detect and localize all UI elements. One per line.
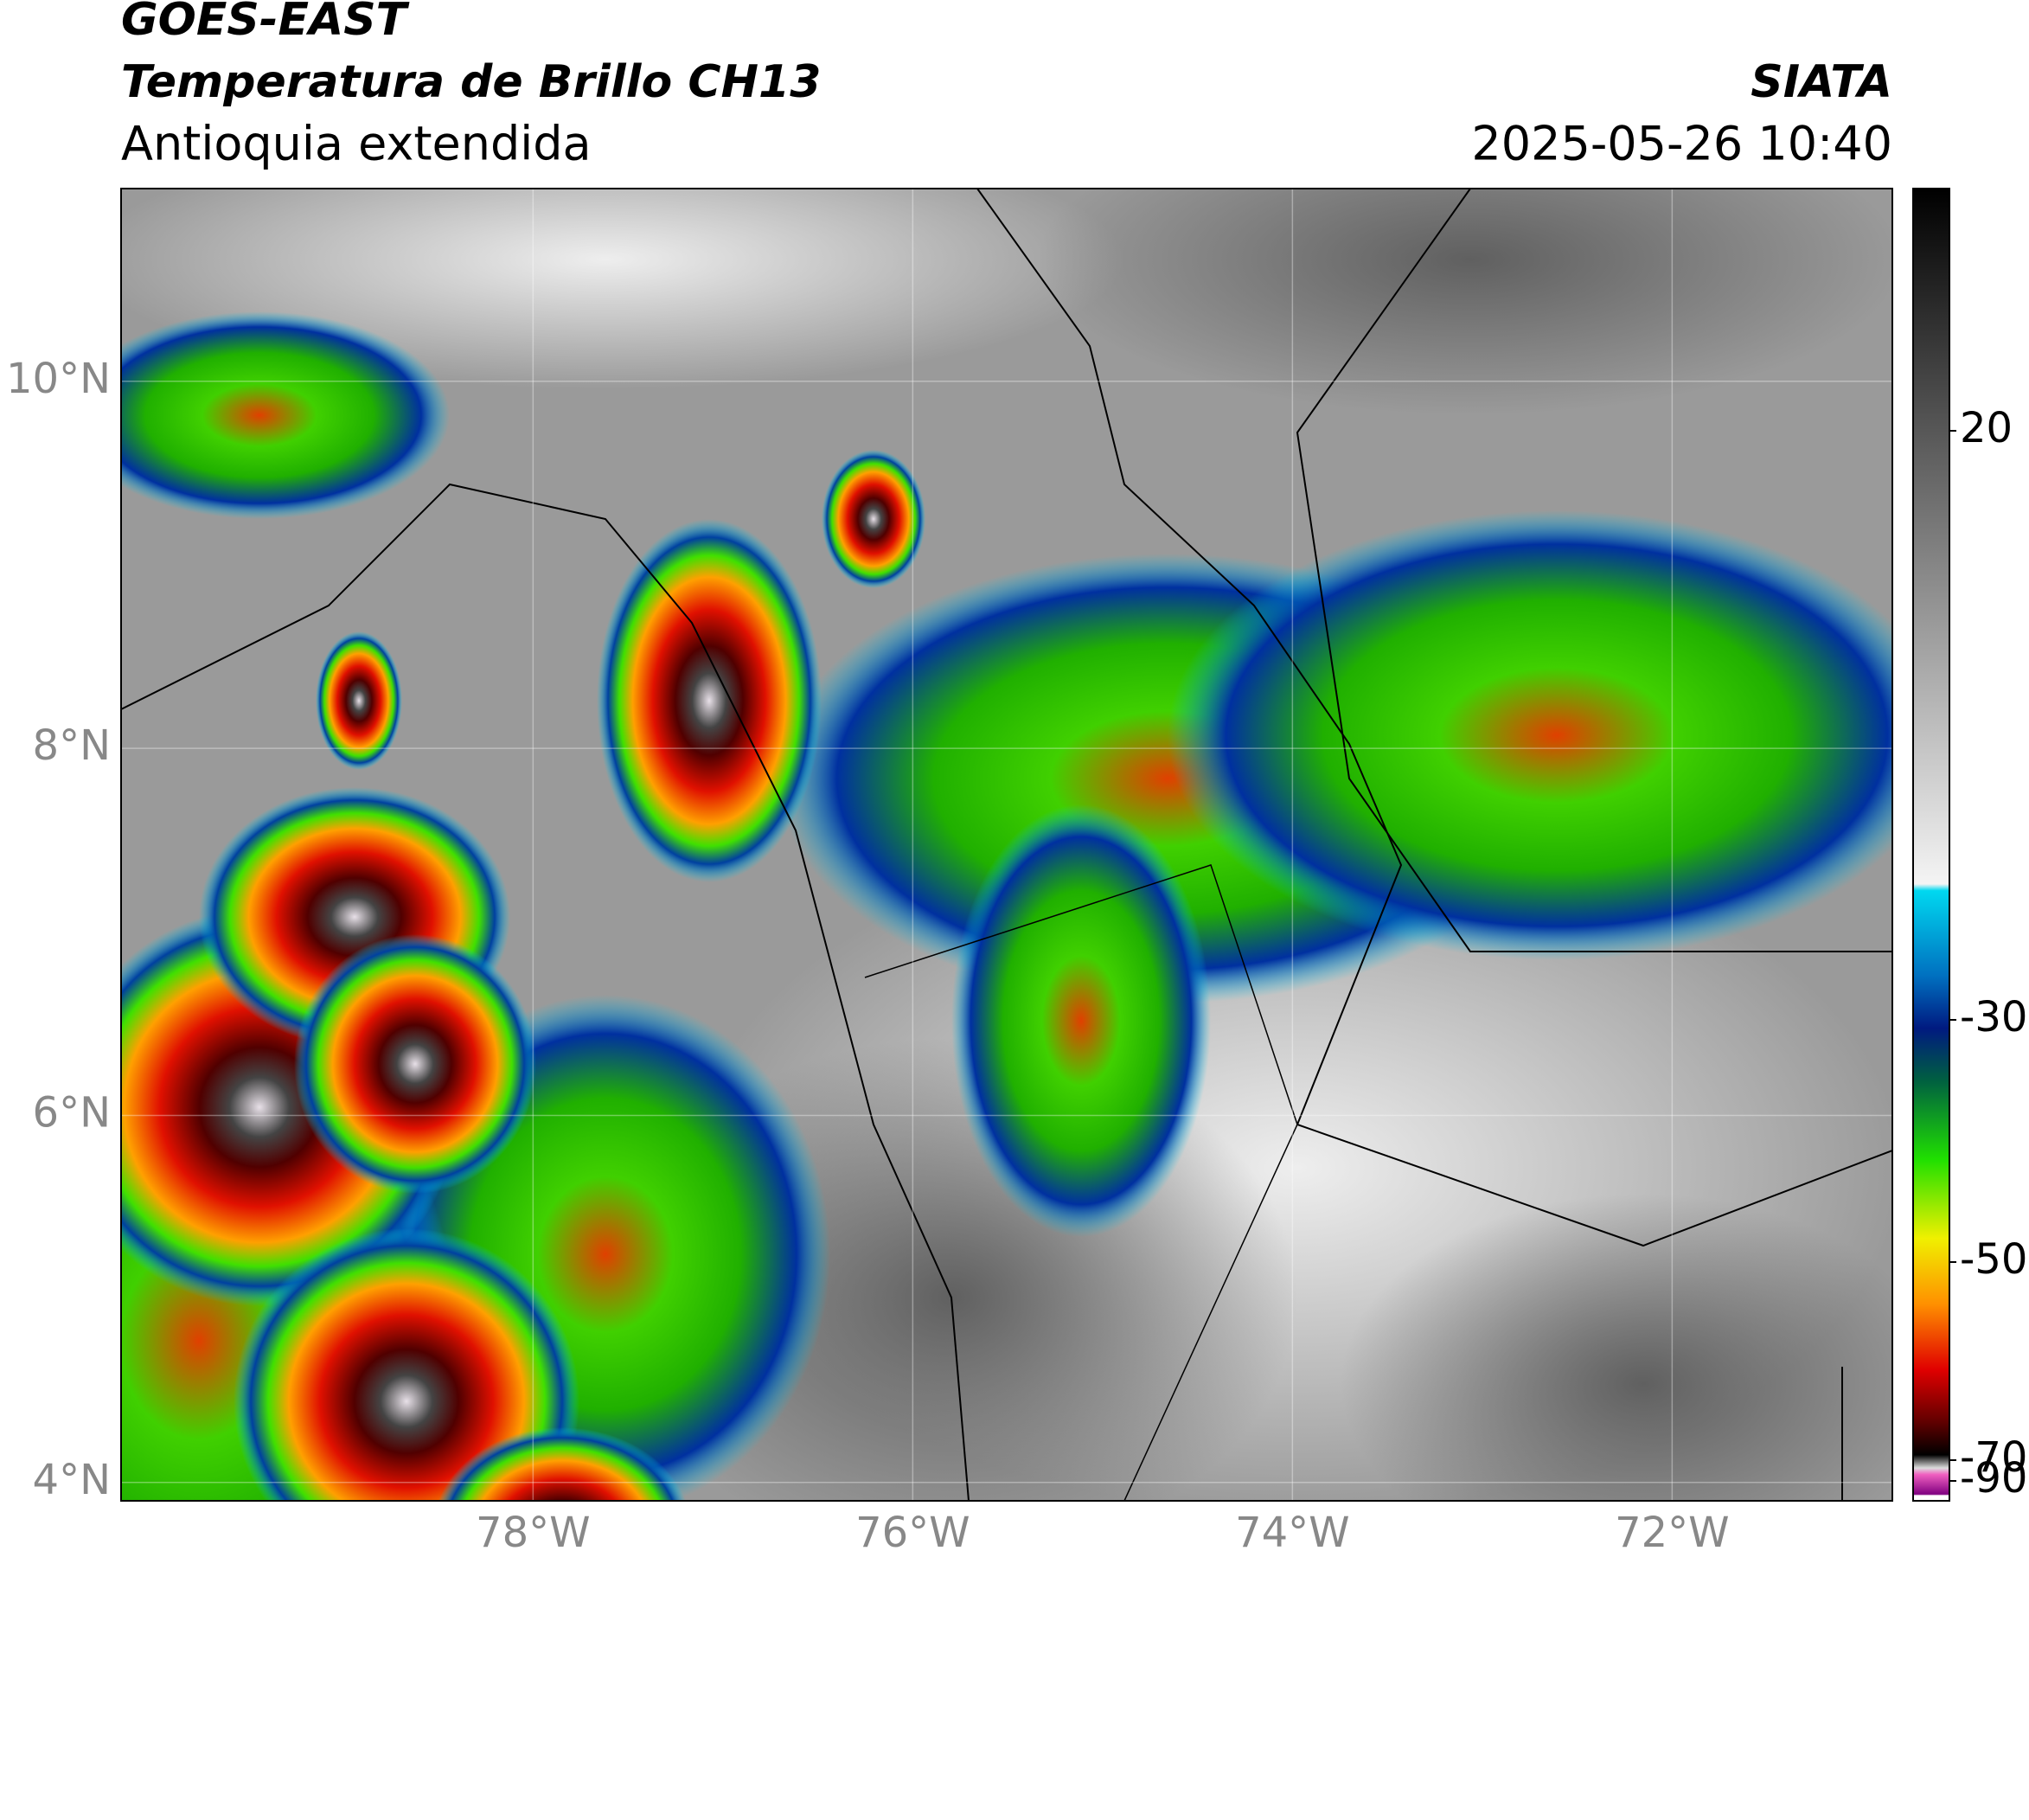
lat-tick-label: 8°N	[33, 721, 111, 770]
region-subtitle: Antioquia extendida	[121, 117, 592, 171]
lat-tick-label: 10°N	[6, 355, 111, 403]
lon-tick-label: 78°W	[476, 1509, 591, 1557]
graticule	[121, 189, 1892, 1501]
satellite-image	[121, 189, 1892, 1501]
map-frame	[120, 188, 1893, 1502]
agency-label: SIATA	[1751, 56, 1892, 108]
colorbar-tick-label: -30	[1960, 993, 2027, 1041]
satellite-title: GOES-EAST	[121, 0, 410, 46]
lon-tick-label: 72°W	[1615, 1509, 1730, 1557]
colorbar-tick-label: -50	[1960, 1235, 2027, 1284]
datetime-label: 2025-05-26 10:40	[1471, 117, 1892, 171]
lat-tick-label: 4°N	[33, 1456, 111, 1504]
lat-tick-label: 6°N	[33, 1088, 111, 1137]
lon-tick-label: 76°W	[855, 1509, 970, 1557]
colorbar-tick-label: -90	[1960, 1454, 2027, 1503]
lon-tick-label: 74°W	[1235, 1509, 1350, 1557]
colorbar	[1912, 188, 1950, 1502]
colorbar-tick-label: -70	[1960, 1433, 2027, 1482]
product-title: Temperatura de Brillo CH13	[121, 56, 821, 108]
colorbar-tick-label: 20	[1960, 404, 2013, 452]
